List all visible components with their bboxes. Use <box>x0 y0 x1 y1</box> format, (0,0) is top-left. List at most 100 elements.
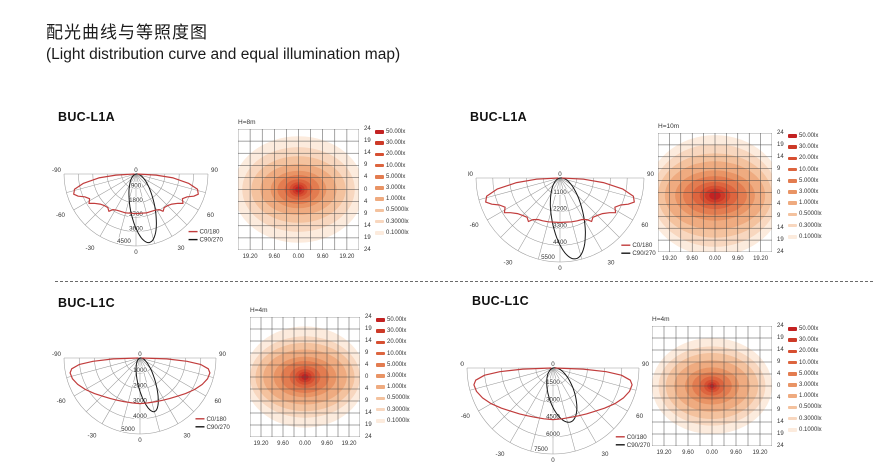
polar-spoke <box>552 367 615 430</box>
radial-tick: 900 <box>131 182 142 189</box>
polar-spoke <box>509 367 554 443</box>
heatmap-svg <box>250 317 360 437</box>
panel-buc-l1a-h10m: BUC-L1A -9090-6060-303000110022003300440… <box>464 104 876 289</box>
x-axis-tick: 0.00 <box>709 256 721 262</box>
radial-tick: 2000 <box>133 382 147 389</box>
lx-legend-label: 30.00lx <box>386 140 406 147</box>
radial-tick: 3000 <box>133 398 147 405</box>
x-axis-tick: 19.20 <box>242 254 258 260</box>
lx-legend-row: 1.000lx <box>788 393 818 399</box>
lx-legend-row: 20.00lx <box>376 339 406 345</box>
polar-arc <box>78 357 202 420</box>
y-axis-tick: 14 <box>365 410 372 416</box>
y-axis-tick: 4 <box>365 362 369 368</box>
x-axis-tick: 9.60 <box>316 254 329 260</box>
polar-spoke <box>139 357 179 424</box>
curve-c0-180 <box>69 357 211 405</box>
y-axis-tick: 19 <box>365 326 372 332</box>
lx-legend-row: 0.5000lx <box>788 211 822 217</box>
polar-legend-label: C90/270 <box>200 237 224 244</box>
heatmap-svg <box>658 133 772 252</box>
x-axis-tick: 9.60 <box>731 256 744 262</box>
lx-legend-swatch <box>376 407 385 412</box>
lx-legend-row: 50.00lx <box>788 133 818 139</box>
angle-tick: -90 <box>460 361 465 368</box>
lx-legend-swatch <box>788 416 797 421</box>
x-axis-tick: 19.20 <box>339 254 355 260</box>
x-axis-tick: 0.00 <box>706 450 718 456</box>
lx-legend-row: 0.3000lx <box>376 407 410 413</box>
angle-tick: 60 <box>636 413 643 420</box>
radial-tick: 7500 <box>534 446 548 453</box>
polar-spoke <box>135 173 199 211</box>
lx-legend-label: 50.00lx <box>799 133 819 139</box>
lx-legend-row: 3.000lx <box>375 185 405 191</box>
lx-legend-row: 5.000lx <box>376 362 406 368</box>
polar-arc <box>466 367 640 455</box>
y-axis-tick: 9 <box>364 162 368 169</box>
lx-legend-row: 5.000lx <box>788 371 818 377</box>
angle-tick: -30 <box>504 259 514 266</box>
lx-legend-label: 0.3000lx <box>386 218 409 225</box>
lx-legend-row: 30.00lx <box>788 337 818 343</box>
polar-arc <box>475 177 645 263</box>
lx-legend-row: 0.5000lx <box>375 207 409 213</box>
lx-legend-label: 0.1000lx <box>387 417 410 424</box>
x-axis-tick: 9.60 <box>682 450 694 456</box>
polar-spoke <box>517 177 561 251</box>
angle-tick: -90 <box>468 171 474 178</box>
lx-legend-row: 20.00lx <box>788 155 818 161</box>
model-label: BUC-L1A <box>470 110 527 124</box>
y-axis-tick: 14 <box>777 347 784 353</box>
lx-legend-swatch <box>376 318 385 322</box>
lx-legend-label: 0.5000lx <box>799 211 822 218</box>
polar-legend-label: C0/180 <box>632 242 653 249</box>
polar-distribution-chart: -9090-6060-30300015003000450060007500C0/… <box>455 348 678 473</box>
lx-legend-swatch <box>375 141 384 145</box>
y-axis-tick: 4 <box>777 201 781 208</box>
polar-legend-label: C90/270 <box>632 250 656 257</box>
lx-legend-swatch <box>375 175 384 179</box>
lx-legend-row: 20.00lx <box>375 151 405 157</box>
y-axis-tick: 4 <box>777 395 781 401</box>
polar-spoke <box>135 173 206 193</box>
heatmap-grid <box>658 133 772 252</box>
lx-legend-swatch <box>788 179 797 183</box>
polar-arc <box>124 357 156 374</box>
polar-arc <box>63 357 217 435</box>
lx-legend-label: 10.00lx <box>799 359 819 366</box>
lx-legend-row: 20.00lx <box>788 348 818 354</box>
lx-legend-swatch <box>376 396 385 401</box>
polar-arc <box>109 357 171 389</box>
model-label: BUC-L1C <box>58 296 115 310</box>
polar-legend-label: C0/180 <box>200 229 221 236</box>
lx-legend-row: 1.000lx <box>376 384 406 390</box>
angle-tick: -30 <box>86 245 96 252</box>
lx-legend-swatch <box>375 208 384 213</box>
angle-tick: -60 <box>461 413 471 420</box>
polar-arc <box>92 173 180 218</box>
polar-arc <box>106 173 166 203</box>
polar-chart-svg: -90 90 -60 60 -30 30 0 0 1100 2200 3300 4400 5500 C0/… <box>464 171 656 272</box>
lx-legend-label: 20.00lx <box>799 155 819 162</box>
lx-legend-row: 50.00lx <box>376 317 406 323</box>
lx-legend-label: 0.3000lx <box>799 222 822 229</box>
curve-c0-180 <box>485 177 635 224</box>
angle-tick: 60 <box>207 212 214 219</box>
y-axis-tick: 14 <box>777 153 784 160</box>
angle-tick: -30 <box>496 451 506 458</box>
lx-legend-label: 1.000lx <box>799 393 819 400</box>
lx-legend-row: 1.000lx <box>375 196 405 202</box>
y-axis-tick: 24 <box>365 434 372 440</box>
y-axis-tick: 19 <box>777 335 784 341</box>
polar-spoke <box>559 177 620 238</box>
lx-legend-swatch <box>376 385 385 389</box>
polar-spoke <box>530 367 554 452</box>
polar-spoke <box>66 357 141 378</box>
lx-legend-label: 50.00lx <box>799 326 819 332</box>
polar-distribution-chart: -90 90 -60 60 -30 30 0 0 900 1800 2700 3600 4500 C0/1… <box>36 160 248 277</box>
lx-legend-label: 1.000lx <box>387 384 407 391</box>
lx-legend-row: 50.00lx <box>375 129 405 135</box>
polar-arc <box>78 173 194 232</box>
lx-legend-row: 0.1000lx <box>375 230 409 236</box>
